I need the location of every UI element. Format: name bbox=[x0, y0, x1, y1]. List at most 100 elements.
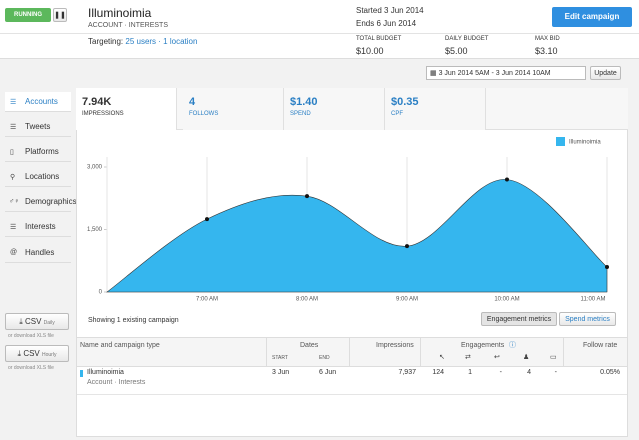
table-header bbox=[77, 337, 627, 367]
tab-label: SPEND bbox=[290, 111, 311, 117]
nav-icon: ▯ bbox=[10, 149, 14, 156]
csv-period: Daily bbox=[43, 320, 55, 326]
nav-icon: ⚲ bbox=[10, 174, 16, 181]
tab-label: FOLLOWS bbox=[189, 111, 219, 117]
budget-label: DAILY BUDGET bbox=[445, 36, 489, 42]
column-divider bbox=[349, 338, 350, 366]
cell: Illuminoimia bbox=[87, 369, 124, 376]
metric-button[interactable]: Spend metrics bbox=[559, 312, 616, 326]
legend-label: Illuminoimia bbox=[569, 140, 601, 146]
cell: 4 bbox=[527, 369, 531, 376]
point bbox=[305, 194, 309, 199]
cell: 1 bbox=[468, 369, 472, 376]
tab-value: $0.35 bbox=[391, 96, 419, 108]
tab[interactable]: $0.35 CPF bbox=[385, 88, 486, 130]
xls-link[interactable]: or download XLS file bbox=[8, 365, 54, 371]
column-header: Name and campaign type bbox=[80, 342, 160, 349]
tab-label: IMPRESSIONS bbox=[82, 111, 124, 117]
y-tick-label: 1,500 bbox=[87, 227, 103, 233]
tab[interactable]: $1.40 SPEND bbox=[284, 88, 385, 130]
pause-button[interactable]: ❚❚ bbox=[53, 8, 67, 22]
x-tick-label: 9:00 AM bbox=[396, 297, 418, 303]
column-header: Follow rate bbox=[583, 342, 618, 349]
status-button[interactable]: RUNNING bbox=[5, 8, 51, 22]
edit-campaign-button[interactable]: Edit campaign bbox=[552, 7, 632, 27]
targeting-label: Targeting: bbox=[88, 37, 124, 46]
point bbox=[405, 244, 409, 249]
campaign-name: Illuminoimia bbox=[88, 6, 152, 20]
budget-value: $5.00 bbox=[445, 46, 468, 56]
legend-swatch bbox=[556, 137, 565, 146]
nav-item[interactable]: Accounts bbox=[5, 92, 71, 112]
nav-item[interactable]: Tweets bbox=[5, 117, 71, 137]
cell: Account · Interests bbox=[87, 379, 146, 386]
column-header: END bbox=[319, 355, 330, 361]
nav-item[interactable]: Locations bbox=[5, 167, 71, 187]
column-header: Engagements bbox=[461, 342, 505, 349]
tab-value: $1.40 bbox=[290, 96, 318, 108]
budget-label: MAX BID bbox=[535, 36, 560, 42]
y-tick-label: 3,000 bbox=[87, 165, 103, 171]
column-header: START bbox=[272, 355, 288, 361]
x-tick-label: 7:00 AM bbox=[196, 297, 218, 303]
divider bbox=[0, 33, 639, 34]
eng-icon: ▭ bbox=[550, 354, 557, 361]
cell: 124 bbox=[432, 369, 444, 376]
nav-item[interactable]: Platforms bbox=[5, 142, 71, 162]
nav-icon: @ bbox=[10, 249, 18, 256]
budget-value: $10.00 bbox=[356, 46, 384, 56]
budget-value: $3.10 bbox=[535, 46, 558, 56]
tab-value: 7.94K bbox=[82, 96, 112, 108]
nav-icon: ☰ bbox=[10, 124, 17, 131]
targeting-link[interactable]: 25 users · 1 location bbox=[125, 37, 198, 46]
tab[interactable]: 4 FOLLOWS bbox=[183, 88, 284, 130]
eng-icon: ♟ bbox=[523, 354, 530, 361]
date-picker[interactable]: ▦ 3 Jun 2014 5AM - 3 Jun 2014 10AM bbox=[426, 66, 586, 80]
help-icon[interactable]: ⓘ bbox=[509, 342, 516, 349]
summary: Showing 1 existing campaign bbox=[88, 317, 179, 324]
csv-hourly-button[interactable]: ⤓ CSV Hourly bbox=[5, 345, 69, 362]
tab-label: CPF bbox=[391, 111, 403, 117]
csv-daily-button[interactable]: ⤓ CSV Daily bbox=[5, 313, 69, 330]
area bbox=[106, 179, 608, 293]
nav-item[interactable]: Handles bbox=[5, 243, 71, 263]
column-divider bbox=[420, 338, 421, 366]
column-divider bbox=[563, 338, 564, 366]
nav-item[interactable]: Interests bbox=[5, 217, 71, 237]
y-tick-label: 0 bbox=[99, 290, 103, 296]
nav-icon: ☰ bbox=[10, 99, 17, 106]
row-marker bbox=[80, 370, 83, 377]
cell: 6 Jun bbox=[319, 369, 337, 376]
x-tick-label: 10:00 AM bbox=[494, 297, 519, 303]
x-tick-label: 8:00 AM bbox=[296, 297, 318, 303]
tab[interactable]: 7.94K IMPRESSIONS bbox=[76, 88, 177, 130]
cell: 7,937 bbox=[398, 369, 416, 376]
eng-icon: ↩ bbox=[494, 354, 500, 361]
cell: - bbox=[499, 369, 502, 376]
eng-icon: ↖ bbox=[439, 354, 445, 361]
metric-button[interactable]: Engagement metrics bbox=[481, 312, 557, 326]
row-divider bbox=[77, 394, 627, 395]
nav-item[interactable]: Demographics bbox=[5, 192, 77, 212]
nav-icon: ☰ bbox=[10, 224, 17, 231]
chart: 0 1,500 3,000 7:00 AM 8:00 AM 9:00 AM 10:00 AM… bbox=[87, 137, 609, 303]
eng-icon: ⇄ bbox=[465, 354, 471, 361]
tab-value: 4 bbox=[189, 96, 196, 108]
nav-icon: ♂♀ bbox=[9, 198, 20, 205]
targeting: Targeting: 25 users · 1 location bbox=[88, 37, 197, 46]
csv-period: Hourly bbox=[42, 352, 57, 358]
cell: 3 Jun bbox=[272, 369, 290, 376]
update-button[interactable]: Update bbox=[590, 66, 621, 80]
column-divider bbox=[266, 338, 267, 366]
budget-label: TOTAL BUDGET bbox=[356, 36, 402, 42]
csv-label: CSV bbox=[23, 349, 40, 358]
column-header: Dates bbox=[300, 342, 319, 349]
xls-link[interactable]: or download XLS file bbox=[8, 333, 54, 339]
column-header: Impressions bbox=[376, 342, 414, 349]
csv-label: CSV bbox=[24, 317, 42, 326]
cell: - bbox=[554, 369, 557, 376]
start-date: Started 3 Jun 2014 bbox=[356, 6, 424, 15]
point bbox=[505, 177, 509, 182]
x-tick-label: 11:00 AM bbox=[581, 297, 606, 303]
